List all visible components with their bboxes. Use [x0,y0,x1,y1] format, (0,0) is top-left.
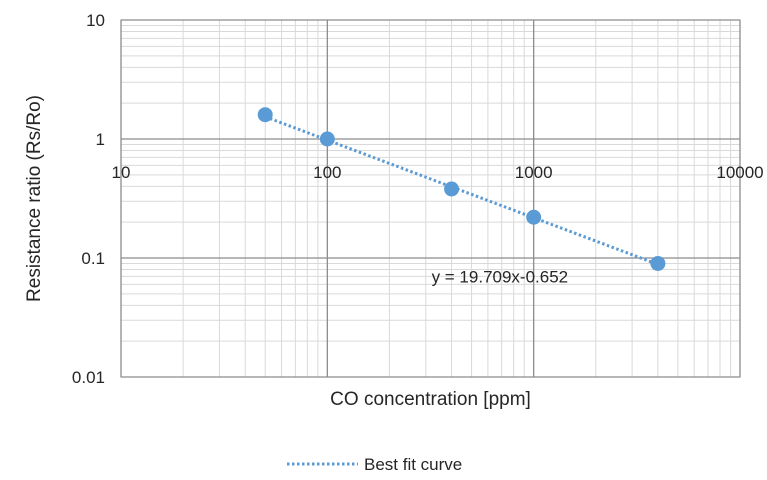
y-tick-labels: 10 1 0.1 0.01 [72,11,105,387]
x-tick-labels: 10 100 1000 10000 [112,163,764,182]
data-point [444,181,460,197]
major-gridlines [120,19,741,378]
legend-label-best-fit: Best fit curve [364,455,462,474]
x-tick-label: 1000 [515,163,553,182]
legend: Best fit curve [287,455,462,474]
minor-gridlines [121,20,740,377]
x-tick-label: 100 [313,163,341,182]
data-point [257,107,273,123]
x-tick-label: 10 [112,163,131,182]
data-point [526,209,542,225]
data-point [650,255,666,271]
data-points [257,107,666,271]
y-tick-label: 10 [86,11,105,30]
trendline-equation: y = 19.709x-0.652 [432,268,569,287]
x-axis-title: CO concentration [ppm] [330,389,531,410]
x-tick-label: 10000 [716,163,763,182]
data-point [319,131,335,147]
plot-area-border [120,19,741,378]
y-tick-label: 1 [96,130,105,149]
y-tick-label: 0.01 [72,368,105,387]
y-axis-title: Resistance ratio (Rs/Ro) [24,95,45,302]
y-tick-label: 0.1 [81,249,105,268]
